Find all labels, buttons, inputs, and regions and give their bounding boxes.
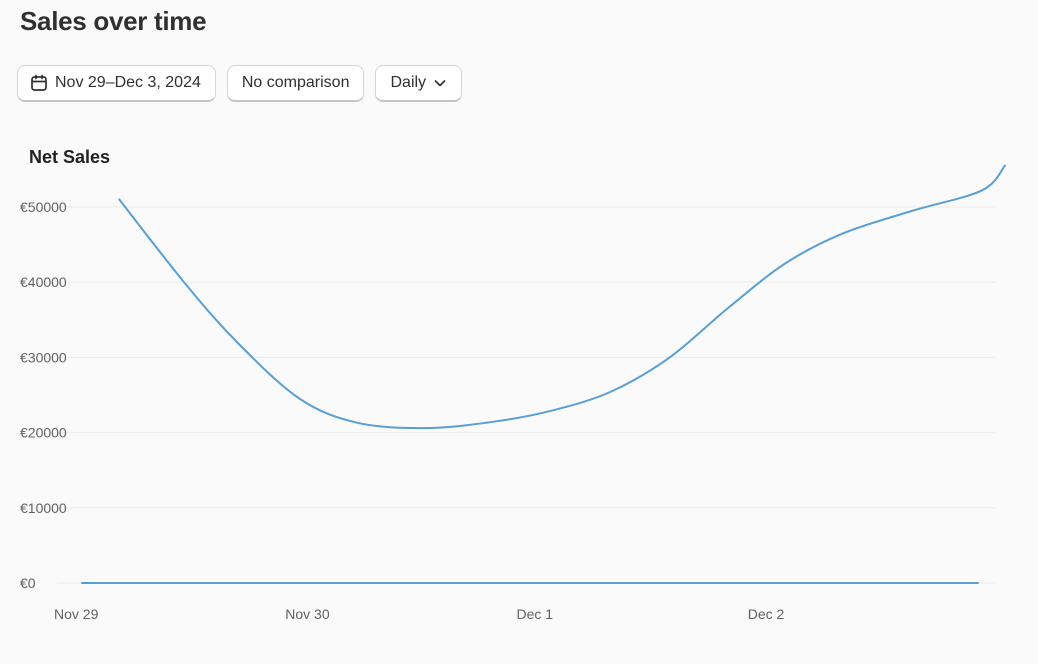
granularity-label: Daily	[390, 74, 427, 91]
y-tick-label: €40000	[20, 274, 67, 290]
date-range-button[interactable]: Nov 29–Dec 3, 2024	[17, 65, 216, 102]
y-tick-label: €10000	[20, 500, 67, 516]
calendar-icon	[30, 74, 48, 92]
grid-lines	[57, 206, 995, 584]
x-axis: Nov 29 Nov 30 Dec 1 Dec 2	[54, 606, 785, 622]
net-sales-series-line	[118, 164, 1006, 430]
y-tick-label: €50000	[20, 199, 67, 215]
y-tick-label: €20000	[20, 425, 67, 441]
y-tick-label: €0	[20, 575, 36, 591]
chevron-down-icon	[433, 76, 447, 90]
x-tick-label: Dec 2	[748, 606, 785, 622]
chart-title: Net Sales	[29, 147, 111, 167]
x-tick-label: Dec 1	[517, 606, 554, 622]
x-tick-label: Nov 29	[54, 606, 99, 622]
y-tick-label: €30000	[20, 349, 67, 365]
report-toolbar: Nov 29–Dec 3, 2024 No comparison Daily	[17, 65, 463, 102]
comparison-label: No comparison	[241, 74, 350, 91]
granularity-dropdown[interactable]: Daily	[375, 65, 463, 102]
series-lines	[81, 164, 1006, 584]
page-title: Sales over time	[20, 6, 207, 36]
comparison-button[interactable]: No comparison	[226, 65, 365, 102]
x-tick-label: Nov 30	[285, 606, 330, 622]
y-axis: €0 €10000 €20000 €30000 €40000 €50000	[20, 199, 67, 591]
date-range-label: Nov 29–Dec 3, 2024	[55, 74, 201, 91]
